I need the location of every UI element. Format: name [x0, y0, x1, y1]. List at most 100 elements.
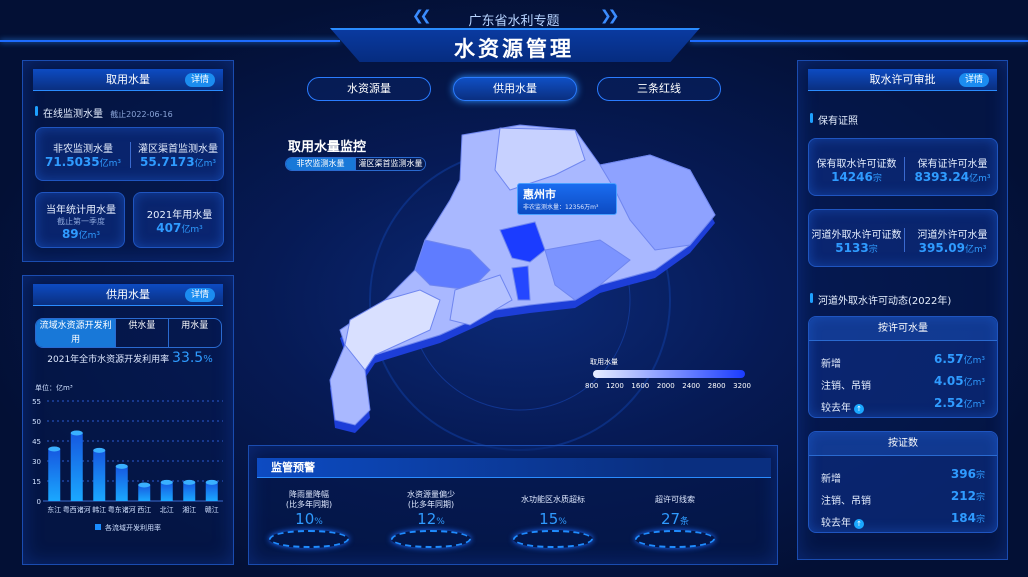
- bar[interactable]: [93, 450, 106, 501]
- arrow-up-icon: ↑: [854, 404, 864, 414]
- toggle-irrigation[interactable]: 灌区渠首监测水量: [355, 158, 425, 170]
- warning-label: 水功能区水质超标: [521, 495, 585, 504]
- warning-item[interactable]: 水功能区水质超标 15%: [498, 490, 608, 548]
- x-tick-label: 粤西诸河: [63, 505, 91, 514]
- map-region[interactable]: [599, 154, 716, 251]
- bar[interactable]: [138, 485, 151, 501]
- x-tick-label: 赣江: [205, 505, 219, 514]
- map-region[interactable]: [494, 127, 586, 191]
- panel-title-text: 取水许可审批: [869, 73, 936, 86]
- label: 2021年用水量: [146, 210, 213, 221]
- year-2021-card: 2021年用水量 407亿m³: [133, 192, 224, 248]
- ring-base-icon: [513, 530, 593, 548]
- y-tick-label: 45: [32, 438, 41, 446]
- unit: 亿m³: [99, 159, 122, 169]
- stat-row: 注销、吊销 4.05亿m³: [821, 374, 985, 392]
- unit: 亿m³: [969, 174, 991, 184]
- nav-three-red-lines[interactable]: 三条红线: [597, 77, 721, 101]
- map-title: 取用水量监控: [288, 140, 367, 155]
- monitoring-card: 非农监测水量 71.5035亿m³ 灌区渠首监测水量 55.7173亿m³: [35, 127, 224, 181]
- offstream-license-volume: 河道外许可水量 395.09亿m³: [905, 226, 1000, 255]
- panel-title: 供用水量 详情: [33, 284, 223, 306]
- irrigation-monitoring: 灌区渠首监测水量 55.7173亿m³: [131, 140, 225, 169]
- supervision-warning-panel: 监管预警 降雨量降幅 (比多年同期) 10% 水资源量偏少 (比多年同期) 12% 水功能区…: [248, 445, 778, 565]
- tab-water-use[interactable]: 用水量: [167, 319, 221, 347]
- warning-item[interactable]: 水资源量偏少 (比多年同期) 12%: [376, 490, 486, 548]
- map-region-highlight[interactable]: [499, 221, 546, 263]
- unit: 宗: [872, 174, 882, 184]
- non-agri-monitoring: 非农监测水量 71.5035亿m³: [36, 140, 130, 169]
- bar[interactable]: [205, 482, 218, 501]
- legend-tick: 2800: [707, 382, 726, 390]
- value: 14246: [831, 170, 873, 184]
- nav-water-supply-use[interactable]: 供用水量: [453, 77, 577, 101]
- page-title: 水资源管理: [454, 37, 574, 61]
- toggle-non-agri[interactable]: 非农监测水量: [286, 158, 355, 170]
- label: 灌区渠首监测水量: [138, 144, 218, 155]
- value: 395.09: [918, 241, 965, 255]
- warning-item[interactable]: 超许可线索 27条: [620, 490, 730, 548]
- row-label: 较去年: [821, 403, 851, 414]
- tooltip-label: 非农监测水量：: [523, 204, 566, 211]
- x-tick-label: 东江: [47, 505, 61, 514]
- note: 截止第一季度: [57, 217, 105, 226]
- map-region[interactable]: [449, 274, 513, 326]
- value: 71.5035: [44, 155, 100, 169]
- detail-button[interactable]: 详情: [958, 73, 989, 87]
- panel-title: 取水许可审批 详情: [808, 69, 997, 91]
- tab-basin-development[interactable]: 流域水资源开发利用: [36, 319, 116, 347]
- water-intake-panel: 取用水量 详情 在线监测水量 截止2022-06-16 非农监测水量 71.503…: [22, 60, 234, 262]
- supply-tabs: 流域水资源开发利用 供水量 用水量: [35, 318, 222, 348]
- row-label: 新增: [821, 359, 841, 370]
- map-region-highlight[interactable]: [511, 265, 531, 301]
- value: 89: [61, 227, 79, 241]
- x-tick-label: 西江: [137, 506, 151, 514]
- card-title: 按许可水量: [809, 317, 997, 341]
- ring-base-icon: [269, 530, 349, 548]
- unit: 亿m³: [78, 231, 101, 241]
- legend-gradient-bar[interactable]: [593, 370, 745, 378]
- held-license-volume: 保有证许可水量 8393.24亿m³: [905, 155, 1000, 184]
- unit: 宗: [868, 245, 878, 255]
- y-tick-label: 15: [32, 478, 41, 486]
- detail-button[interactable]: 详情: [184, 73, 215, 87]
- bar[interactable]: [115, 466, 128, 501]
- tab-water-supply[interactable]: 供水量: [115, 319, 167, 347]
- map-region[interactable]: [344, 289, 441, 371]
- card-title: 按证数: [809, 432, 997, 456]
- date-label: 截止2022-06-16: [110, 110, 173, 119]
- value: 5133: [835, 241, 869, 255]
- permit-approval-panel: 取水许可审批 详情 保有证照 保有取水许可证数 14246宗 保有证许可水量 839…: [797, 60, 1008, 560]
- warning-value: 10%: [295, 510, 323, 528]
- by-count-card: 按证数 新增 396宗 注销、吊销 212宗 较去年 ↑ 184宗: [808, 431, 998, 533]
- rate-value: 33.5: [172, 350, 204, 366]
- value: 407: [156, 221, 182, 235]
- warning-item[interactable]: 降雨量降幅 (比多年同期) 10%: [254, 490, 364, 548]
- year-stat: 当年统计用水量 截止第一季度 89亿m³: [36, 201, 126, 241]
- row-label: 注销、吊销: [821, 496, 871, 507]
- nav-water-resources[interactable]: 水资源量: [307, 77, 431, 101]
- header-plate: [330, 28, 700, 62]
- bar[interactable]: [70, 433, 83, 501]
- warning-value: 27条: [660, 510, 690, 528]
- detail-button[interactable]: 详情: [184, 288, 215, 302]
- map-region[interactable]: [544, 239, 631, 301]
- row-value: 6.57亿m³: [934, 352, 985, 366]
- legend-tick: 1200: [605, 382, 624, 390]
- ring-base-icon: [391, 530, 471, 548]
- bar-top: [48, 446, 61, 452]
- y-tick-label: 0: [37, 498, 41, 506]
- bar[interactable]: [160, 482, 173, 501]
- water-supply-panel: 供用水量 详情 流域水资源开发利用 供水量 用水量 2021年全市水资源开发利用…: [22, 275, 234, 565]
- bar[interactable]: [183, 482, 196, 501]
- basin-bar-chart: 单位：亿m³ 0 15 30 45 50 55 东江 粤西诸河 韩江 粤东诸河 西江 北江 湘江 赣江各流域…: [32, 383, 223, 532]
- legend-swatch: [95, 524, 101, 530]
- panel-title: 监管预警: [257, 458, 771, 478]
- section-online-monitoring: 在线监测水量 截止2022-06-16: [35, 105, 173, 120]
- x-tick-label: 北江: [160, 506, 174, 514]
- bar[interactable]: [48, 449, 61, 501]
- unit: 亿m³: [194, 159, 217, 169]
- legend-tick: 1600: [631, 382, 650, 390]
- legend-tick: 2400: [682, 382, 701, 390]
